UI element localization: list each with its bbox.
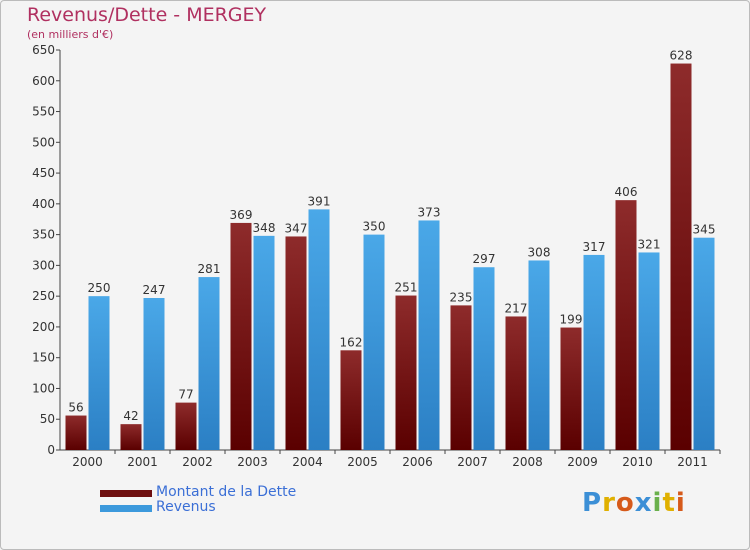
bar-dette <box>230 222 252 450</box>
x-tick-label: 2001 <box>127 455 158 469</box>
y-tick-label: 350 <box>32 228 55 242</box>
data-label-revenus: 350 <box>363 220 386 234</box>
legend-swatch-revenus <box>100 505 152 512</box>
data-label-revenus: 317 <box>583 240 606 254</box>
bar-dette <box>615 200 637 450</box>
legend-label-revenus: Revenus <box>156 499 216 515</box>
data-label-dette: 77 <box>178 388 193 402</box>
bar-dette <box>670 63 692 451</box>
data-label-dette: 406 <box>615 185 638 199</box>
data-label-dette: 199 <box>560 313 583 327</box>
bar-dette <box>340 350 362 450</box>
y-tick-label: 400 <box>32 197 55 211</box>
data-label-revenus: 321 <box>638 237 661 251</box>
proxiti-logo: Proxiti <box>582 488 686 518</box>
legend-swatch-dette <box>100 490 152 497</box>
bar-revenus <box>473 267 495 450</box>
data-label-revenus: 391 <box>308 194 331 208</box>
y-tick-label: 300 <box>32 258 55 272</box>
bar-dette <box>175 402 197 450</box>
x-tick-label: 2005 <box>347 455 378 469</box>
chart-axes: 0 50 100 150 200 250 300 350 400 450 500 550 600 650 2… <box>32 43 721 469</box>
bar-dette <box>560 327 582 450</box>
data-label-revenus: 247 <box>143 283 166 297</box>
bar-revenus <box>363 234 385 450</box>
bar-revenus <box>253 235 275 450</box>
bar-revenus <box>638 252 660 450</box>
data-label-revenus: 348 <box>253 221 276 235</box>
x-tick-label: 2010 <box>622 455 653 469</box>
x-tick-label: 2004 <box>292 455 323 469</box>
chart-bars <box>65 63 715 451</box>
x-tick-label: 2008 <box>512 455 543 469</box>
data-label-revenus: 345 <box>693 223 716 237</box>
x-tick-label: 2006 <box>402 455 433 469</box>
data-label-revenus: 373 <box>418 205 441 219</box>
bar-dette <box>450 305 472 450</box>
bar-dette <box>285 236 307 450</box>
data-label-revenus: 281 <box>198 262 221 276</box>
y-tick-label: 50 <box>40 412 55 426</box>
data-label-dette: 56 <box>68 401 83 415</box>
x-tick-label: 2000 <box>72 455 103 469</box>
bar-dette <box>65 415 87 450</box>
bar-revenus <box>308 209 330 450</box>
bar-dette <box>120 424 142 450</box>
data-label-dette: 235 <box>450 290 473 304</box>
bar-dette <box>505 316 527 450</box>
data-label-dette: 628 <box>670 49 693 63</box>
y-tick-label: 550 <box>32 105 55 119</box>
bar-revenus <box>143 298 165 450</box>
y-tick-label: 250 <box>32 289 55 303</box>
data-label-dette: 162 <box>340 335 363 349</box>
data-label-dette: 42 <box>123 409 138 423</box>
bar-revenus <box>198 277 220 450</box>
bar-dette <box>395 295 417 450</box>
x-tick-label: 2007 <box>457 455 488 469</box>
bar-revenus <box>418 220 440 450</box>
data-label-dette: 217 <box>505 301 528 315</box>
bar-revenus <box>88 296 110 450</box>
data-label-revenus: 297 <box>473 252 496 266</box>
y-tick-label: 650 <box>32 43 55 57</box>
chart-subtitle: (en milliers d'€) <box>27 28 114 41</box>
y-tick-label: 100 <box>32 381 55 395</box>
x-tick-label: 2002 <box>182 455 213 469</box>
y-tick-label: 150 <box>32 351 55 365</box>
x-tick-label: 2003 <box>237 455 268 469</box>
y-tick-label: 200 <box>32 320 55 334</box>
data-label-dette: 347 <box>285 221 308 235</box>
bar-revenus <box>528 260 550 450</box>
data-label-dette: 251 <box>395 281 418 295</box>
y-tick-label: 0 <box>47 443 55 457</box>
y-tick-label: 450 <box>32 166 55 180</box>
y-tick-label: 600 <box>32 74 55 88</box>
chart-title: Revenus/Dette - MERGEY <box>27 4 267 26</box>
y-tick-label: 500 <box>32 135 55 149</box>
x-tick-label: 2011 <box>677 455 708 469</box>
bar-revenus <box>693 237 715 450</box>
x-tick-label: 2009 <box>567 455 598 469</box>
legend-label-dette: Montant de la Dette <box>156 484 297 500</box>
data-label-revenus: 308 <box>528 245 551 259</box>
data-label-revenus: 250 <box>88 281 111 295</box>
data-label-dette: 369 <box>230 208 253 222</box>
bar-revenus <box>583 254 605 450</box>
